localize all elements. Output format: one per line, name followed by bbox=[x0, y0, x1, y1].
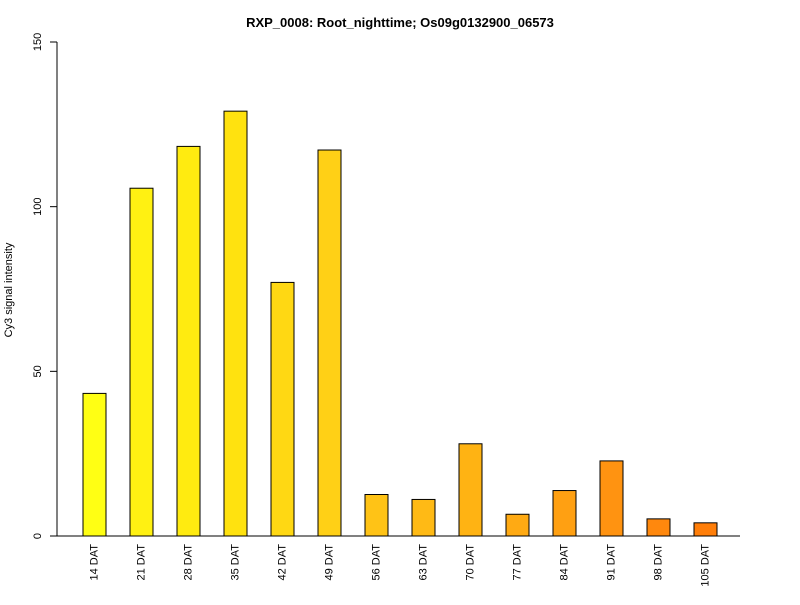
x-tick-label: 105 DAT bbox=[699, 544, 711, 587]
bar bbox=[223, 110, 248, 537]
x-tick-label: 49 DAT bbox=[323, 544, 335, 581]
y-tick-label: 0 bbox=[32, 533, 44, 539]
bar bbox=[176, 145, 201, 537]
y-tick-label: 100 bbox=[32, 197, 44, 215]
x-axis-tick-labels: 14 DAT 21 DAT 28 DAT 35 DAT 42 DAT 49 DAT 56 D… bbox=[88, 544, 711, 587]
x-tick-label: 77 DAT bbox=[511, 544, 523, 581]
bar bbox=[552, 490, 577, 537]
y-tick-label: 50 bbox=[32, 365, 44, 377]
bar bbox=[646, 518, 671, 537]
bar bbox=[364, 494, 389, 537]
bar bbox=[317, 149, 342, 537]
y-axis-label: Cy3 signal intensity bbox=[3, 242, 15, 337]
x-tick-label: 56 DAT bbox=[370, 544, 382, 581]
x-tick-label: 42 DAT bbox=[276, 544, 288, 581]
bar bbox=[129, 187, 154, 537]
y-tick-label: 150 bbox=[32, 33, 44, 51]
x-tick-label: 70 DAT bbox=[464, 544, 476, 581]
y-axis-ticks: 0 50 100 150 bbox=[32, 33, 57, 539]
x-tick-label: 14 DAT bbox=[88, 544, 100, 581]
x-tick-label: 21 DAT bbox=[135, 544, 147, 581]
bar-series bbox=[82, 110, 718, 537]
bar bbox=[599, 460, 624, 537]
x-tick-label: 63 DAT bbox=[417, 544, 429, 581]
x-tick-label: 91 DAT bbox=[605, 544, 617, 581]
bar bbox=[458, 443, 483, 537]
chart-title: RXP_0008: Root_nighttime; Os09g0132900_0… bbox=[246, 15, 554, 30]
bar bbox=[270, 281, 295, 537]
bar bbox=[82, 392, 107, 537]
bar bbox=[505, 513, 530, 537]
x-tick-label: 28 DAT bbox=[182, 544, 194, 581]
bar bbox=[693, 522, 718, 537]
x-tick-label: 35 DAT bbox=[229, 544, 241, 581]
x-tick-label: 98 DAT bbox=[652, 544, 664, 581]
x-tick-label: 84 DAT bbox=[558, 544, 570, 581]
bar bbox=[411, 498, 436, 537]
